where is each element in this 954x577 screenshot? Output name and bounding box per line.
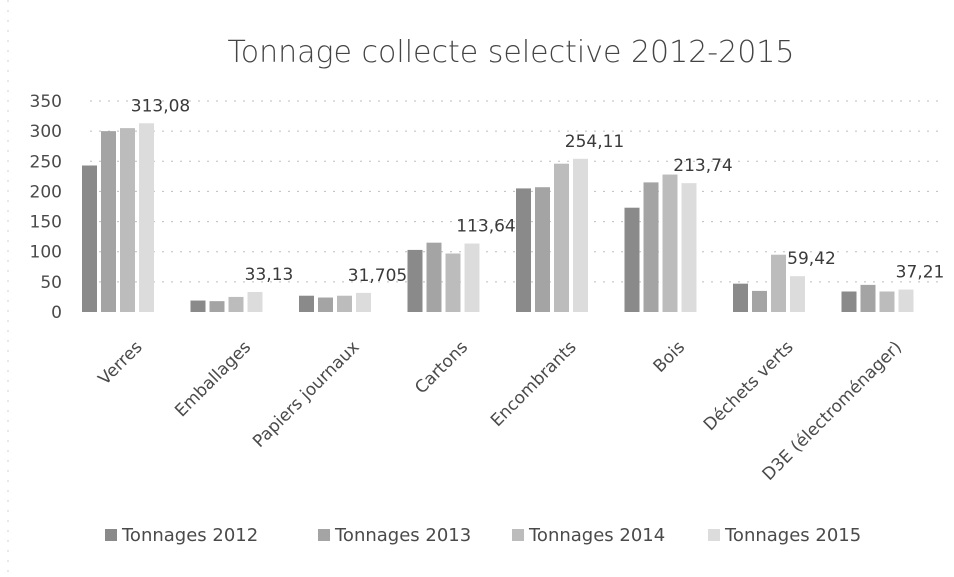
- x-tick-label: Encombrants: [487, 337, 581, 431]
- bar: [733, 283, 748, 312]
- bar: [662, 174, 678, 312]
- bar: [898, 289, 914, 312]
- bar: [752, 290, 767, 312]
- bar: [771, 254, 786, 312]
- data-label: 254,11: [565, 132, 624, 152]
- y-tick-label: 200: [30, 182, 62, 202]
- chart-title: Tonnage collecte selective 2012-2015: [228, 35, 795, 70]
- bar: [318, 297, 333, 312]
- bar: [82, 165, 97, 312]
- bar: [356, 292, 371, 312]
- bar: [445, 253, 461, 312]
- bar: [209, 301, 225, 312]
- legend-label: Tonnages 2012: [121, 525, 258, 546]
- bar: [841, 291, 857, 312]
- bar: [247, 292, 263, 312]
- legend: Tonnages 2012 Tonnages 2013 Tonnages 2014 T…: [105, 525, 861, 546]
- legend-swatch: [512, 529, 524, 541]
- x-tick-label: Verres: [95, 337, 147, 389]
- data-label: 113,64: [456, 216, 515, 236]
- data-labels: 313,08 33,13 31,705 113,64 254,11 213,74 59,42…: [131, 96, 945, 286]
- bar: [624, 207, 640, 312]
- bar: [879, 291, 895, 312]
- bar: [464, 243, 480, 312]
- y-tick-label: 50: [40, 273, 62, 293]
- legend-swatch: [708, 529, 720, 541]
- data-label: 31,705: [348, 266, 407, 286]
- y-axis-tick-labels: 0 50 100 150 200 250 300 350: [30, 92, 62, 323]
- bar: [101, 131, 116, 312]
- x-tick-label: Cartons: [411, 337, 472, 398]
- x-tick-label: Déchets verts: [700, 337, 798, 435]
- bar: [228, 296, 244, 312]
- legend-label: Tonnages 2013: [334, 525, 471, 546]
- y-tick-label: 350: [30, 92, 62, 112]
- bar: [139, 123, 154, 313]
- y-tick-label: 250: [30, 152, 62, 172]
- y-tick-label: 100: [30, 243, 62, 263]
- bar: [643, 182, 659, 312]
- bar: [407, 249, 423, 312]
- x-tick-label: Bois: [650, 337, 689, 376]
- bar: [120, 128, 135, 312]
- x-tick-label: Papiers journaux: [249, 337, 363, 451]
- data-label: 59,42: [787, 249, 836, 269]
- bar: [535, 187, 550, 312]
- y-tick-label: 150: [30, 213, 62, 233]
- bar: [790, 276, 805, 312]
- bar: [860, 284, 876, 312]
- y-tick-label: 300: [30, 122, 62, 142]
- bar: [299, 295, 314, 312]
- data-label: 313,08: [131, 96, 190, 116]
- bars: [82, 123, 914, 313]
- y-tick-label: 0: [51, 303, 62, 323]
- data-label: 213,74: [673, 156, 732, 176]
- legend-label: Tonnages 2014: [528, 525, 665, 546]
- legend-swatch: [318, 529, 330, 541]
- x-tick-label: Emballages: [171, 337, 255, 421]
- legend-swatch: [105, 529, 117, 541]
- bar: [573, 158, 588, 312]
- bar: [190, 300, 206, 312]
- bar: [554, 163, 569, 312]
- bar: [681, 183, 697, 312]
- bar: [426, 242, 442, 312]
- data-label: 37,21: [896, 263, 945, 283]
- bar: [516, 188, 531, 312]
- bar: [337, 295, 352, 312]
- data-label: 33,13: [245, 265, 294, 285]
- legend-label: Tonnages 2015: [724, 525, 861, 546]
